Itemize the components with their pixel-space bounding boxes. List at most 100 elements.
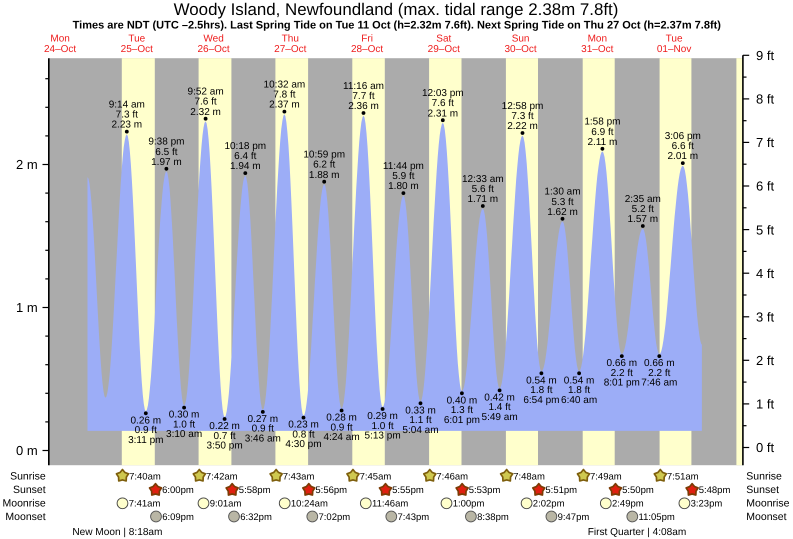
- svg-text:Tue: Tue: [666, 33, 683, 44]
- svg-text:First Quarter | 4:08am: First Quarter | 4:08am: [588, 527, 687, 538]
- svg-text:2.23 m: 2.23 m: [112, 120, 143, 131]
- svg-text:9:52 am: 9:52 am: [188, 87, 224, 98]
- svg-text:0.9 ft: 0.9 ft: [135, 425, 157, 436]
- svg-text:5:04 am: 5:04 am: [402, 425, 438, 436]
- svg-text:7:40am: 7:40am: [129, 471, 161, 482]
- svg-text:2.37 m: 2.37 m: [269, 100, 300, 111]
- svg-text:4:30 pm: 4:30 pm: [285, 439, 321, 450]
- svg-text:7.6 ft: 7.6 ft: [432, 98, 454, 109]
- svg-text:Sunrise: Sunrise: [10, 470, 46, 482]
- svg-text:1.88 m: 1.88 m: [309, 170, 340, 181]
- svg-text:1.8 ft: 1.8 ft: [530, 385, 552, 396]
- svg-text:12:33 am: 12:33 am: [462, 174, 504, 185]
- svg-text:6:32pm: 6:32pm: [240, 512, 272, 523]
- svg-text:Moonrise: Moonrise: [746, 497, 789, 509]
- svg-text:4:24 am: 4:24 am: [324, 432, 360, 443]
- svg-text:6.2 ft: 6.2 ft: [313, 160, 335, 171]
- svg-text:3:11 pm: 3:11 pm: [128, 435, 163, 446]
- svg-text:Tue: Tue: [128, 33, 145, 44]
- svg-text:0.28 m: 0.28 m: [326, 413, 357, 424]
- svg-text:1.71 m: 1.71 m: [468, 194, 499, 205]
- svg-text:7:45am: 7:45am: [360, 471, 392, 482]
- svg-text:9 ft: 9 ft: [756, 48, 774, 63]
- svg-text:7:02pm: 7:02pm: [319, 512, 351, 523]
- svg-text:2:02pm: 2:02pm: [533, 498, 565, 509]
- svg-text:6 ft: 6 ft: [756, 179, 774, 194]
- svg-text:0.40 m: 0.40 m: [447, 395, 478, 406]
- svg-text:0.22 m: 0.22 m: [209, 421, 240, 432]
- svg-text:Woody Island, Newfoundland (ma: Woody Island, Newfoundland (max. tidal r…: [174, 0, 619, 19]
- svg-text:0.66 m: 0.66 m: [607, 358, 638, 369]
- svg-text:10:32 am: 10:32 am: [264, 80, 306, 91]
- svg-text:9:47pm: 9:47pm: [558, 512, 590, 523]
- svg-text:6:40 am: 6:40 am: [561, 395, 597, 406]
- svg-text:3:06 pm: 3:06 pm: [665, 131, 701, 142]
- svg-text:6:01 pm: 6:01 pm: [444, 415, 480, 426]
- svg-text:1.62 m: 1.62 m: [547, 207, 578, 218]
- svg-text:1.97 m: 1.97 m: [151, 157, 182, 168]
- svg-text:1.57 m: 1.57 m: [628, 214, 659, 225]
- svg-text:3:50 pm: 3:50 pm: [207, 441, 243, 452]
- svg-text:0.29 m: 0.29 m: [367, 411, 398, 422]
- svg-text:0.33 m: 0.33 m: [405, 405, 436, 416]
- svg-text:Moonset: Moonset: [746, 511, 786, 523]
- svg-text:1.8 ft: 1.8 ft: [568, 385, 590, 396]
- svg-text:0.23 m: 0.23 m: [288, 420, 319, 431]
- svg-text:Moonrise: Moonrise: [3, 497, 46, 509]
- svg-text:0.42 m: 0.42 m: [484, 392, 515, 403]
- svg-text:2.2 ft: 2.2 ft: [648, 368, 670, 379]
- svg-text:7.3 ft: 7.3 ft: [116, 110, 138, 121]
- svg-text:5:13 pm: 5:13 pm: [365, 431, 401, 442]
- svg-text:5.6 ft: 5.6 ft: [472, 184, 494, 195]
- svg-text:1.0 ft: 1.0 ft: [371, 421, 393, 432]
- svg-text:9:01am: 9:01am: [210, 498, 242, 509]
- svg-text:10:18 pm: 10:18 pm: [224, 141, 266, 152]
- svg-text:6.4 ft: 6.4 ft: [234, 151, 256, 162]
- svg-text:25–Oct: 25–Oct: [121, 44, 153, 55]
- svg-text:7.6 ft: 7.6 ft: [194, 97, 216, 108]
- svg-text:2 m: 2 m: [16, 157, 38, 172]
- svg-text:0.26 m: 0.26 m: [131, 415, 162, 426]
- svg-text:10:59 pm: 10:59 pm: [303, 150, 345, 161]
- svg-text:5:55pm: 5:55pm: [392, 485, 424, 496]
- svg-text:1 ft: 1 ft: [756, 397, 774, 412]
- svg-text:0.54 m: 0.54 m: [526, 375, 557, 386]
- svg-text:6:09pm: 6:09pm: [162, 512, 194, 523]
- svg-text:7.8 ft: 7.8 ft: [273, 90, 295, 101]
- svg-text:29–Oct: 29–Oct: [428, 44, 460, 55]
- svg-text:31–Oct: 31–Oct: [581, 44, 613, 55]
- svg-text:12:03 pm: 12:03 pm: [422, 88, 464, 99]
- svg-text:5:56pm: 5:56pm: [315, 485, 347, 496]
- svg-text:7:49am: 7:49am: [590, 471, 622, 482]
- svg-text:24–Oct: 24–Oct: [44, 44, 76, 55]
- svg-text:2:35 am: 2:35 am: [625, 194, 661, 205]
- svg-text:28–Oct: 28–Oct: [351, 44, 383, 55]
- svg-text:0 m: 0 m: [16, 443, 38, 458]
- svg-text:8:38pm: 8:38pm: [477, 512, 509, 523]
- svg-text:5 ft: 5 ft: [756, 222, 774, 237]
- svg-text:Sunrise: Sunrise: [746, 470, 782, 482]
- svg-text:1 m: 1 m: [16, 300, 38, 315]
- svg-text:11:05pm: 11:05pm: [639, 512, 675, 523]
- svg-text:0.8 ft: 0.8 ft: [292, 429, 314, 440]
- svg-text:2:49pm: 2:49pm: [612, 498, 644, 509]
- svg-text:0.66 m: 0.66 m: [644, 358, 675, 369]
- svg-text:7.7 ft: 7.7 ft: [352, 91, 374, 102]
- svg-text:1:30 am: 1:30 am: [544, 187, 580, 198]
- svg-text:2.31 m: 2.31 m: [428, 108, 459, 119]
- svg-text:Mon: Mon: [50, 33, 69, 44]
- svg-text:5:50pm: 5:50pm: [622, 485, 654, 496]
- svg-text:2 ft: 2 ft: [756, 353, 774, 368]
- svg-text:7:48am: 7:48am: [513, 471, 545, 482]
- svg-text:0.7 ft: 0.7 ft: [213, 431, 235, 442]
- svg-text:8:01 pm: 8:01 pm: [604, 378, 640, 389]
- svg-text:6.9 ft: 6.9 ft: [591, 127, 613, 138]
- svg-text:0.9 ft: 0.9 ft: [330, 422, 352, 433]
- svg-text:0.30 m: 0.30 m: [169, 410, 200, 421]
- svg-text:11:46am: 11:46am: [372, 498, 408, 509]
- svg-text:7:43pm: 7:43pm: [398, 512, 430, 523]
- svg-text:1:58 pm: 1:58 pm: [584, 117, 620, 128]
- svg-text:New Moon | 8:18am: New Moon | 8:18am: [72, 527, 162, 538]
- svg-text:Sunset: Sunset: [746, 484, 779, 496]
- svg-text:1.3 ft: 1.3 ft: [451, 405, 473, 416]
